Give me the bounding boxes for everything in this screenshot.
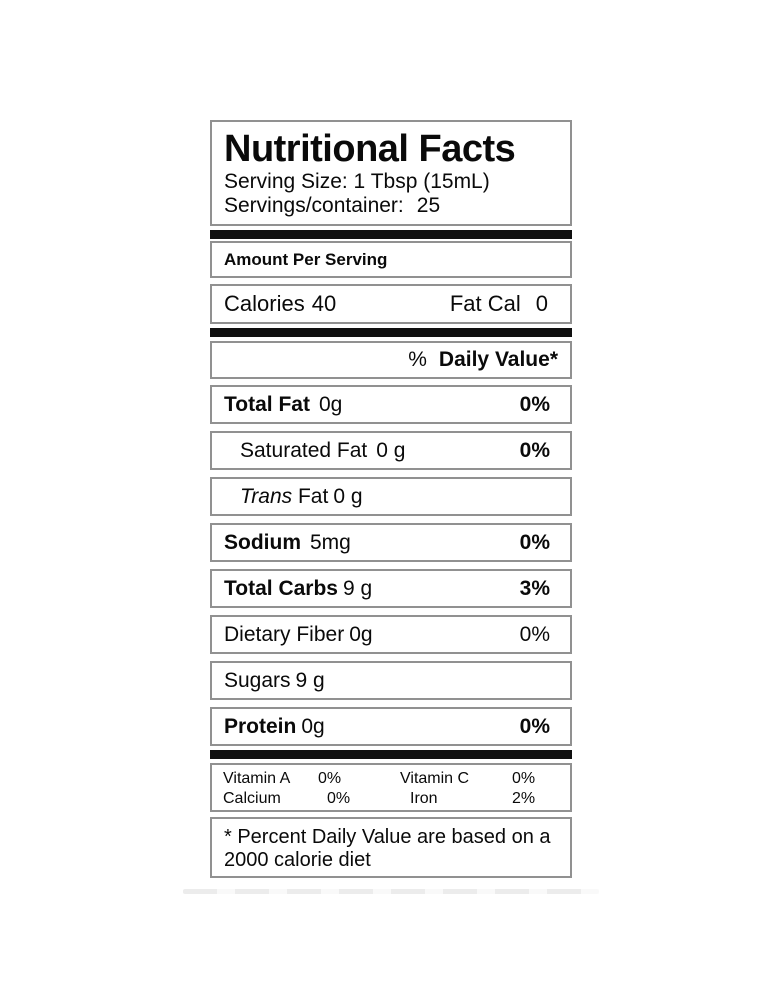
nutrient-dv: 0% bbox=[519, 530, 550, 554]
nutrient-amount: 5mg bbox=[310, 530, 351, 554]
nutrient-name-italic: Trans bbox=[240, 484, 293, 508]
nutrient-name-amount: Protein 0g bbox=[224, 715, 325, 739]
nutrient-row-total-fat: Total Fat 0g 0% bbox=[210, 385, 572, 424]
nutrient-dv: 0% bbox=[519, 622, 550, 646]
nutrient-dv: 0% bbox=[519, 438, 550, 462]
nutrient-name-amount: Saturated Fat 0 g bbox=[224, 439, 405, 463]
nutrient-rows: Total Fat 0g 0% Saturated Fat 0 g 0% Trans… bbox=[210, 385, 572, 746]
micronutrient-label: Iron bbox=[410, 790, 438, 807]
daily-value-header: % Daily Value* bbox=[210, 341, 572, 379]
nutrient-row-protein: Protein 0g 0% bbox=[210, 707, 572, 746]
nutrient-name: Total Carbs bbox=[224, 576, 338, 600]
serving-size-text: Serving Size: 1 Tbsp (15mL) bbox=[224, 170, 490, 193]
nutrient-row-dietary-fiber: Dietary Fiber 0g 0% bbox=[210, 615, 572, 654]
calories-row: Calories 40 Fat Cal 0 bbox=[210, 284, 572, 324]
nutrient-name: Sodium bbox=[224, 530, 301, 554]
nutrient-amount: 0g bbox=[301, 714, 325, 738]
nutrient-name: Fat bbox=[297, 484, 329, 508]
nutrient-name: Saturated Fat bbox=[240, 438, 368, 462]
micronutrient-value: 0% bbox=[327, 790, 351, 807]
nutrient-dv: 3% bbox=[519, 576, 550, 600]
nutrient-name: Sugars bbox=[224, 668, 291, 692]
fat-calories-label: Fat Cal bbox=[449, 291, 521, 316]
micronutrient-label: Vitamin A bbox=[223, 770, 291, 787]
nutrient-name-amount: Trans Fat 0 g bbox=[224, 485, 363, 509]
nutrient-row-sugars: Sugars 9 g bbox=[210, 661, 572, 700]
daily-value-heading: Daily Value* bbox=[438, 348, 558, 371]
thick-divider-bar bbox=[210, 230, 572, 239]
nutrient-amount: 9 g bbox=[295, 668, 325, 692]
micronutrient-label: Vitamin C bbox=[400, 770, 470, 787]
title-section: Nutritional Facts Serving Size: 1 Tbsp (… bbox=[210, 120, 572, 226]
nutrient-name-amount: Total Fat 0g bbox=[224, 393, 342, 417]
fat-calories-pair: Fat Cal 0 bbox=[450, 291, 548, 317]
nutrient-name: Dietary Fiber bbox=[224, 622, 345, 646]
nutrient-name-amount: Dietary Fiber 0g bbox=[224, 623, 373, 647]
nutrient-amount: 0g bbox=[349, 622, 373, 646]
amount-per-serving-heading: Amount Per Serving bbox=[224, 249, 388, 269]
calories-value: 40 bbox=[311, 291, 337, 316]
nutrient-row-sodium: Sodium 5mg 0% bbox=[210, 523, 572, 562]
footnote-line-2: 2000 calorie diet bbox=[224, 849, 371, 871]
nutrient-row-trans-fat: Trans Fat 0 g bbox=[210, 477, 572, 516]
micronutrient-value: 0% bbox=[512, 770, 536, 787]
micronutrient-label: Calcium bbox=[223, 790, 281, 807]
nutrient-name: Total Fat bbox=[224, 392, 310, 416]
percent-sign: % bbox=[408, 348, 427, 371]
nutrient-amount: 0 g bbox=[376, 438, 406, 462]
calories-label: Calories bbox=[224, 291, 305, 316]
calories-value-pair: Calories 40 bbox=[224, 291, 336, 317]
label-title: Nutritional Facts bbox=[224, 128, 516, 170]
nutrition-facts-label: Nutritional Facts Serving Size: 1 Tbsp (… bbox=[210, 120, 572, 878]
nutrient-dv: 0% bbox=[519, 392, 550, 416]
fat-calories-value: 0 bbox=[535, 291, 548, 316]
micronutrients-section: Vitamin A 0% Vitamin C 0% Calcium 0% Iro… bbox=[210, 763, 572, 812]
nutrient-amount: 0 g bbox=[333, 484, 363, 508]
thick-divider-bar bbox=[210, 750, 572, 759]
thick-divider-bar bbox=[210, 328, 572, 337]
servings-per-container-label: Servings/container: bbox=[224, 194, 404, 217]
nutrient-name-amount: Total Carbs 9 g bbox=[224, 577, 372, 601]
servings-per-container-value: 25 bbox=[416, 194, 441, 217]
nutrient-name-amount: Sodium 5mg bbox=[224, 531, 351, 555]
micronutrient-value: 0% bbox=[318, 770, 342, 787]
nutrient-amount: 9 g bbox=[342, 576, 373, 600]
nutrient-amount: 0g bbox=[318, 392, 343, 416]
nutrient-name-amount: Sugars 9 g bbox=[224, 669, 325, 693]
servings-per-container: Servings/container: 25 bbox=[224, 194, 558, 218]
print-artifact-smudge bbox=[183, 889, 599, 894]
nutrient-dv: 0% bbox=[519, 714, 550, 738]
amount-per-serving-section: Amount Per Serving bbox=[210, 241, 572, 278]
nutrient-name: Protein bbox=[224, 714, 297, 738]
nutrient-row-saturated-fat: Saturated Fat 0 g 0% bbox=[210, 431, 572, 470]
micronutrient-value: 2% bbox=[512, 790, 536, 807]
nutrient-row-total-carbs: Total Carbs 9 g 3% bbox=[210, 569, 572, 608]
micronutrients-grid: Vitamin A 0% Vitamin C 0% Calcium 0% Iro… bbox=[223, 769, 570, 809]
footnote-section: * Percent Daily Value are based on a 200… bbox=[210, 817, 572, 878]
footnote-line-1: * Percent Daily Value are based on a bbox=[224, 826, 551, 848]
